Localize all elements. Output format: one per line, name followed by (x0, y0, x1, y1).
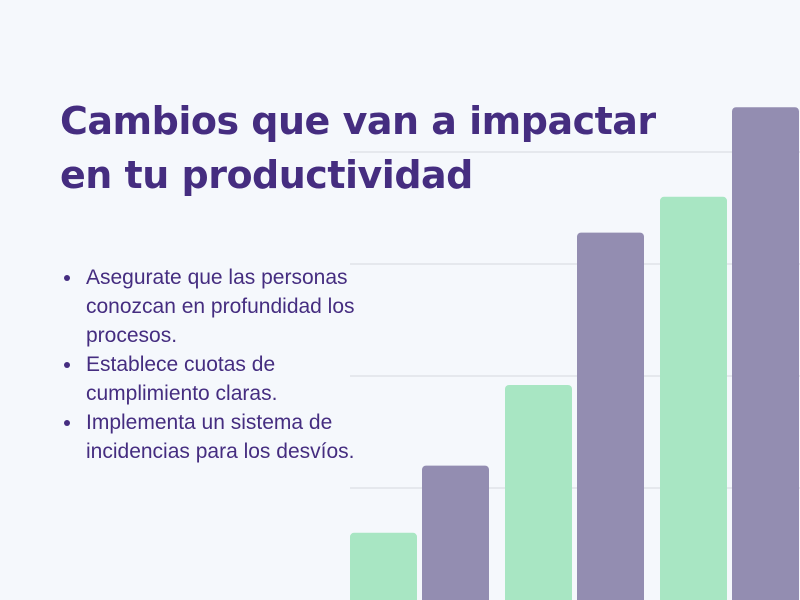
bullet-list: Asegurate que las personas conozcan en p… (62, 263, 402, 466)
chart-bar (505, 384, 572, 600)
chart-bar (577, 232, 644, 600)
slide-title-line: Cambios que van a impactar (60, 99, 656, 143)
bullet-item: Asegurate que las personas conozcan en p… (62, 263, 402, 350)
bullet-item: Establece cuotas de cumplimiento claras. (62, 350, 402, 408)
chart-bar (732, 107, 799, 600)
chart-bar (422, 465, 489, 600)
slide-title: Cambios que van a impactar en tu product… (60, 94, 700, 202)
bullet-item: Implementa un sistema de incidencias par… (62, 408, 402, 466)
chart-bar (350, 532, 417, 600)
slide-title-line: en tu productividad (60, 153, 473, 197)
chart-bar (660, 196, 727, 600)
